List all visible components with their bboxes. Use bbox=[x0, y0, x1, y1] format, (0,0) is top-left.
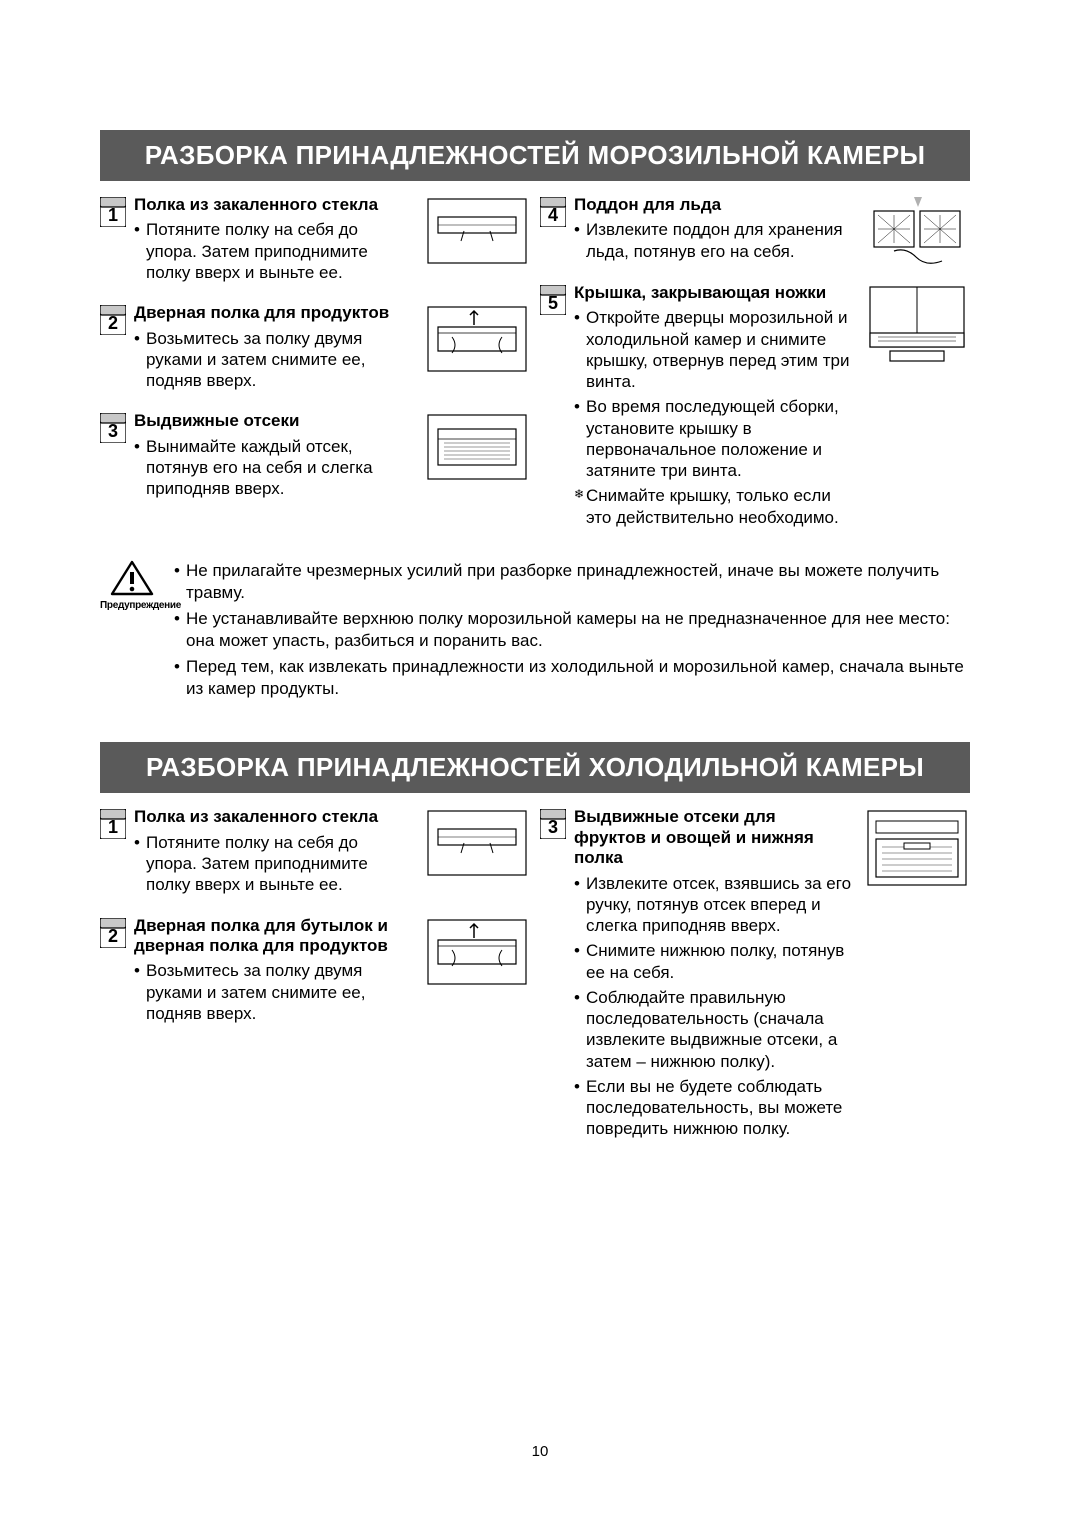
svg-text:3: 3 bbox=[548, 817, 558, 837]
warning-block: Предупреждение Не прилагайте чрезмерных … bbox=[100, 560, 970, 705]
step-title: Дверная полка для бутылок и дверная полк… bbox=[134, 916, 412, 957]
shelf-diagram-icon bbox=[424, 195, 530, 267]
step-title: Полка из закаленного стекла bbox=[134, 195, 412, 215]
step-2-3: 3 Выдвижные отсеки для фруктов и овощей … bbox=[540, 807, 970, 1143]
svg-text:5: 5 bbox=[548, 293, 558, 313]
step-1-2: 2 Дверная полка для продуктов Возьмитесь… bbox=[100, 303, 530, 395]
page-number: 10 bbox=[0, 1443, 1080, 1460]
step-bullet: Извлеките поддон для хранения льда, потя… bbox=[574, 219, 852, 262]
warning-bullet: Не прилагайте чрезмерных усилий при разб… bbox=[174, 560, 970, 604]
step-bullet: Соблюдайте правильную последовательность… bbox=[574, 987, 852, 1072]
step-number-icon: 5 bbox=[540, 285, 566, 315]
section-header-fridge: РАЗБОРКА ПРИНАДЛЕЖНОСТЕЙ ХОЛОДИЛЬНОЙ КАМ… bbox=[100, 742, 970, 793]
step-1-5: 5 Крышка, закрывающая ножки Откройте две… bbox=[540, 283, 970, 532]
step-bullet: Вынимайте каждый отсек, потянув его на с… bbox=[134, 436, 412, 500]
step-bullet: Возьмитесь за полку двумя руками и затем… bbox=[134, 328, 412, 392]
svg-text:1: 1 bbox=[108, 817, 118, 837]
section2-col-left: 1 Полка из закаленного стекла Потяните п… bbox=[100, 807, 530, 1159]
step-bullet: Возьмитесь за полку двумя руками и затем… bbox=[134, 960, 412, 1024]
step-number-icon: 3 bbox=[540, 809, 566, 839]
step-bullet: Снимите нижнюю полку, потянув ее на себя… bbox=[574, 940, 852, 983]
shelf-diagram-icon bbox=[424, 807, 530, 879]
section1-content: 1 Полка из закаленного стекла Потяните п… bbox=[100, 195, 970, 548]
step-bullet: Извлеките отсек, взявшись за его ручку, … bbox=[574, 873, 852, 937]
step-1-1: 1 Полка из закаленного стекла Потяните п… bbox=[100, 195, 530, 287]
svg-text:4: 4 bbox=[548, 205, 558, 225]
step-number-icon: 2 bbox=[100, 918, 126, 948]
section2-col-right: 3 Выдвижные отсеки для фруктов и овощей … bbox=[540, 807, 970, 1159]
step-title: Крышка, закрывающая ножки bbox=[574, 283, 852, 303]
step-2-1: 1 Полка из закаленного стекла Потяните п… bbox=[100, 807, 530, 899]
section-header-freezer: РАЗБОРКА ПРИНАДЛЕЖНОСТЕЙ МОРОЗИЛЬНОЙ КАМ… bbox=[100, 130, 970, 181]
step-bullet: Потяните полку на себя до упора. Затем п… bbox=[134, 832, 412, 896]
svg-text:2: 2 bbox=[108, 313, 118, 333]
step-bullet: Откройте дверцы морозильной и холодильно… bbox=[574, 307, 852, 392]
step-title: Полка из закаленного стекла bbox=[134, 807, 412, 827]
step-bullet: Снимайте крышку, только если это действи… bbox=[574, 485, 852, 528]
step-title: Выдвижные отсеки bbox=[134, 411, 412, 431]
step-bullet: Во время последующей сборки, установите … bbox=[574, 396, 852, 481]
warning-bullet: Не устанавливайте верхнюю полку морозиль… bbox=[174, 608, 970, 652]
warning-label: Предупреждение bbox=[100, 600, 164, 611]
ice-tray-diagram-icon bbox=[864, 195, 970, 267]
step-bullet: Если вы не будете соблюдать последовател… bbox=[574, 1076, 852, 1140]
leg-cover-diagram-icon bbox=[864, 283, 970, 355]
step-number-icon: 1 bbox=[100, 809, 126, 839]
section1-col-left: 1 Полка из закаленного стекла Потяните п… bbox=[100, 195, 530, 548]
svg-text:3: 3 bbox=[108, 421, 118, 441]
svg-text:2: 2 bbox=[108, 926, 118, 946]
step-number-icon: 4 bbox=[540, 197, 566, 227]
step-1-4: 4 Поддон для льда Извлеките поддон для х… bbox=[540, 195, 970, 267]
drawer-diagram-icon bbox=[424, 411, 530, 483]
step-bullet: Потяните полку на себя до упора. Затем п… bbox=[134, 219, 412, 283]
section2-content: 1 Полка из закаленного стекла Потяните п… bbox=[100, 807, 970, 1159]
step-title: Дверная полка для продуктов bbox=[134, 303, 412, 323]
veg-drawer-diagram-icon bbox=[864, 807, 970, 879]
step-number-icon: 3 bbox=[100, 413, 126, 443]
door-shelf-diagram-icon bbox=[424, 303, 530, 375]
step-title: Выдвижные отсеки для фруктов и овощей и … bbox=[574, 807, 852, 868]
svg-text:1: 1 bbox=[108, 205, 118, 225]
step-title: Поддон для льда bbox=[574, 195, 852, 215]
door-shelf-diagram-icon bbox=[424, 916, 530, 988]
warning-bullet: Перед тем, как извлекать принадлежности … bbox=[174, 656, 970, 700]
step-2-2: 2 Дверная полка для бутылок и дверная по… bbox=[100, 916, 530, 1029]
warning-icon: Предупреждение bbox=[100, 560, 164, 611]
step-number-icon: 2 bbox=[100, 305, 126, 335]
step-number-icon: 1 bbox=[100, 197, 126, 227]
section1-col-right: 4 Поддон для льда Извлеките поддон для х… bbox=[540, 195, 970, 548]
step-1-3: 3 Выдвижные отсеки Вынимайте каждый отсе… bbox=[100, 411, 530, 503]
